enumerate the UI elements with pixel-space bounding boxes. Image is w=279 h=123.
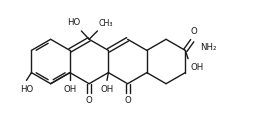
- Text: OH: OH: [63, 85, 76, 94]
- Text: O: O: [190, 27, 197, 36]
- Text: OH: OH: [190, 63, 204, 72]
- Text: HO: HO: [20, 85, 33, 94]
- Text: CH₃: CH₃: [99, 19, 113, 28]
- Text: O: O: [124, 96, 131, 105]
- Text: OH: OH: [100, 85, 114, 94]
- Text: NH₂: NH₂: [201, 43, 217, 52]
- Text: O: O: [86, 96, 93, 105]
- Text: HO: HO: [68, 18, 81, 27]
